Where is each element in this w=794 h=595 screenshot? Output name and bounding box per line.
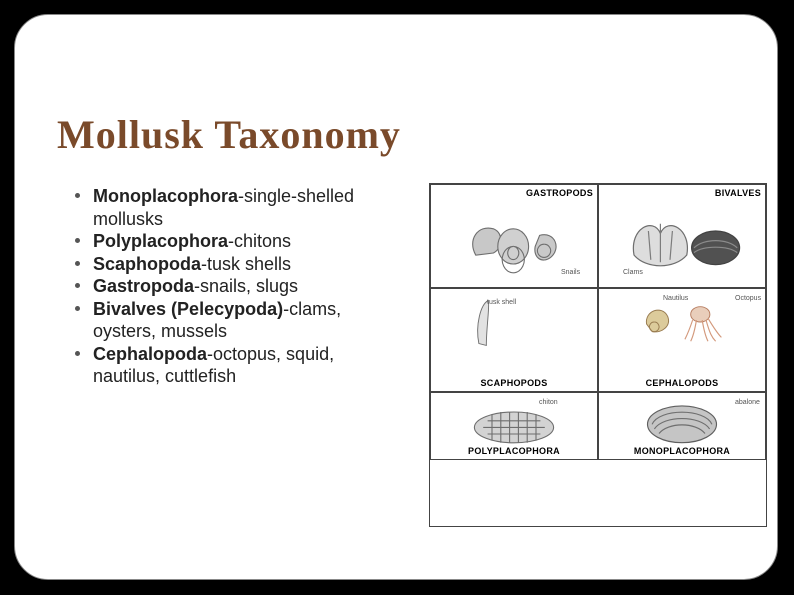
cephalopod-icon	[605, 299, 761, 347]
list-item: Bivalves (Pelecypoda)-clams, oysters, mu…	[75, 298, 405, 343]
list-item: Cephalopoda-octopus, squid, nautilus, cu…	[75, 343, 405, 388]
taxonomy-list: Monoplacophora-single-shelled mollusks P…	[75, 185, 405, 388]
tiny-label: Nautilus	[663, 295, 688, 302]
cell-gastropods: GASTROPODS Snails	[430, 184, 598, 288]
cell-label: CEPHALOPODS	[646, 378, 719, 388]
desc: -chitons	[228, 231, 291, 251]
gastropod-icon	[441, 209, 581, 275]
term: Scaphopoda	[93, 254, 201, 274]
cell-monoplacophora: abalone MONOPLACOPHORA	[598, 392, 766, 460]
term: Monoplacophora	[93, 186, 238, 206]
term: Cephalopoda	[93, 344, 207, 364]
cell-label: POLYPLACOPHORA	[468, 446, 560, 456]
tiny-label: Snails	[561, 269, 580, 276]
list-item: Monoplacophora-single-shelled mollusks	[75, 185, 405, 230]
cell-scaphopods: tusk shell SCAPHOPODS	[430, 288, 598, 392]
cell-label: GASTROPODS	[526, 188, 593, 198]
tiny-label-2: Octopus	[735, 295, 761, 302]
slide-title: Mollusk Taxonomy	[57, 111, 401, 158]
cell-bivalves: BIVALVES Clams	[598, 184, 766, 288]
cell-label: BIVALVES	[715, 188, 761, 198]
slide-frame: Mollusk Taxonomy Monoplacophora-single-s…	[14, 14, 778, 580]
abalone-icon	[617, 399, 747, 445]
list-item: Gastropoda-snails, slugs	[75, 275, 405, 298]
cell-polyplacophora: chiton POLYPLACOPHORA	[430, 392, 598, 460]
term: Bivalves (Pelecypoda)	[93, 299, 283, 319]
desc: -snails, slugs	[194, 276, 298, 296]
cell-cephalopods: Nautilus Octopus CEPHALOPODS	[598, 288, 766, 392]
desc: -tusk shells	[201, 254, 291, 274]
taxonomy-grid: GASTROPODS Snails BIVALVES Clams	[429, 183, 767, 527]
cell-label: SCAPHOPODS	[480, 378, 547, 388]
tiny-label: Clams	[623, 269, 643, 276]
tiny-label: abalone	[735, 399, 760, 406]
cell-label: MONOPLACOPHORA	[634, 446, 730, 456]
list-item: Scaphopoda-tusk shells	[75, 253, 405, 276]
tiny-label: chiton	[539, 399, 558, 406]
tiny-label: tusk shell	[487, 299, 516, 306]
chiton-icon	[449, 401, 579, 445]
list-item: Polyplacophora-chitons	[75, 230, 405, 253]
term: Gastropoda	[93, 276, 194, 296]
term: Polyplacophora	[93, 231, 228, 251]
